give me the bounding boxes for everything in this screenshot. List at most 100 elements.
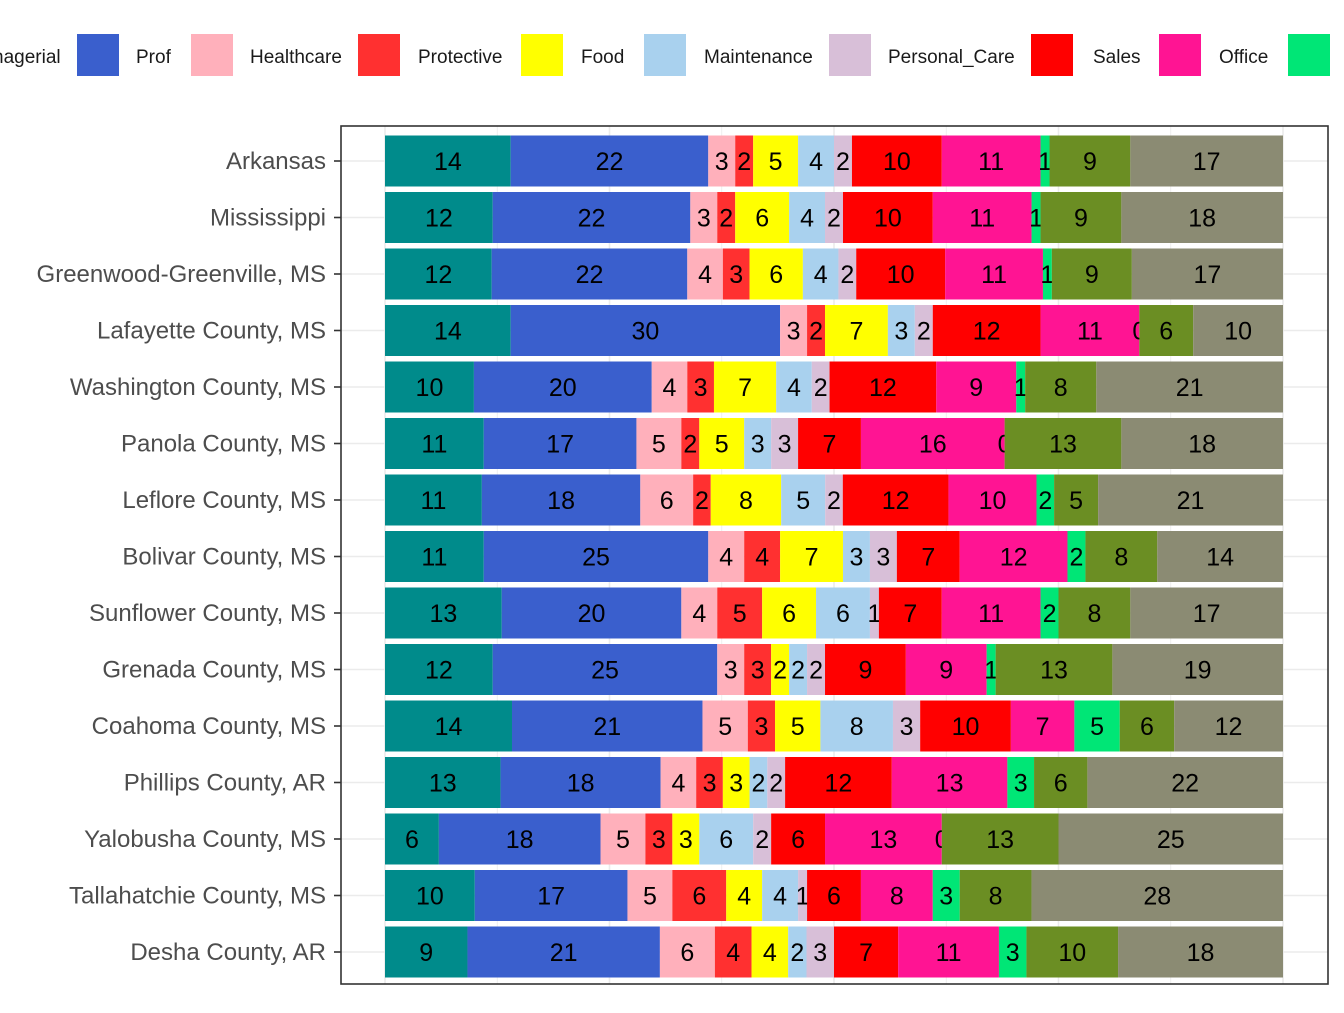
bar-segment [492,192,691,243]
bar-segment [1087,757,1283,808]
data-label: 4 [800,205,814,233]
y-tick-label: Coahoma County, MS [92,713,326,740]
bar-segment [762,587,817,639]
bar-segment [710,474,782,526]
legend-label: nagerial [0,47,61,68]
data-label: 10 [887,261,915,289]
data-label: 11 [978,148,1004,176]
data-label: 12 [1215,713,1243,741]
bar-segment [385,926,468,978]
bar-segment [749,757,768,808]
data-label: 17 [546,431,574,459]
bar-segment [798,870,808,921]
data-label: 3 [849,544,863,572]
data-label: 4 [787,374,801,402]
data-label: 4 [719,544,733,572]
bar-segment [1040,135,1050,187]
bar-segment [1031,192,1041,243]
bar-segment [914,305,933,356]
bar-segment [687,248,723,300]
data-label: 2 [1043,600,1057,628]
data-label: 18 [506,826,534,854]
bar-segment [1051,248,1132,300]
data-label: 17 [1193,148,1221,176]
bar-segment [501,587,682,639]
data-label: 21 [1176,374,1204,402]
bar-segment [751,926,789,978]
data-label: 3 [715,148,729,176]
bar-segment [651,361,688,413]
data-label: 6 [755,205,769,233]
bar-segment [825,305,888,356]
data-label: 5 [1069,487,1083,515]
bar-segment [640,474,694,526]
bar-segment [473,361,652,413]
bar-segment [860,870,933,921]
bar-segment [945,248,1043,300]
data-label: 7 [849,318,863,346]
bar-segment [771,813,826,865]
legend-label: Food [581,47,624,68]
bar-segment [753,813,772,865]
bar-segment [660,757,697,808]
data-label: 18 [1187,939,1215,967]
data-label: 7 [903,600,917,628]
bar-segment [1010,700,1075,752]
bar-segment [842,192,933,243]
data-label: 5 [616,826,630,854]
bar-segment [932,870,960,921]
data-label: 2 [773,657,787,685]
data-label: 22 [578,205,606,233]
legend-label: Maintenance [704,47,813,68]
y-tick-label: Greenwood-Greenville, MS [37,261,326,288]
data-label: 10 [883,148,911,176]
data-label: 28 [1143,883,1171,911]
bar-segment [838,248,857,300]
bar-segment [702,700,748,752]
data-label: 8 [1087,600,1101,628]
bar-segment [932,305,1041,356]
bar-segment [998,926,1027,978]
data-label: 22 [1171,770,1199,798]
bar-segment [936,361,1017,413]
bar-segment [385,418,484,469]
bar-segment [438,813,601,865]
data-label: 3 [724,657,738,685]
data-label: 14 [1206,544,1234,572]
data-label: 18 [1188,205,1216,233]
data-label: 6 [769,261,783,289]
data-label: 6 [719,826,733,854]
data-label: 6 [791,826,805,854]
bar-segment [627,870,673,921]
bar-segment [659,926,715,978]
data-label: 21 [550,939,578,967]
data-label: 13 [1040,657,1068,685]
bar-segment [690,192,718,243]
data-label: 5 [643,883,657,911]
data-label: 9 [858,657,872,685]
data-label: 11 [969,205,995,233]
data-label: 10 [416,883,444,911]
bar-segment [948,474,1037,526]
bar-segment [1058,587,1131,639]
data-label: 18 [567,770,595,798]
data-label: 3 [1014,770,1028,798]
data-label: 13 [936,770,964,798]
data-label: 2 [695,487,709,515]
data-label: 10 [952,713,980,741]
bar-segment [1040,587,1059,639]
bar-segment [856,248,946,300]
bar-segment [767,757,786,808]
y-tick-label: Desha County, AR [130,939,326,966]
data-label: 7 [859,939,873,967]
bar-segment [829,361,937,413]
bar-segment [995,644,1113,695]
data-label: 6 [782,600,796,628]
data-label: 3 [787,318,801,346]
bar-segment [771,644,790,695]
bar-segment [762,870,799,921]
data-label: 21 [1177,487,1205,515]
bar-segment [1074,700,1120,752]
data-label: 2 [1038,487,1052,515]
bar-segment [789,644,808,695]
